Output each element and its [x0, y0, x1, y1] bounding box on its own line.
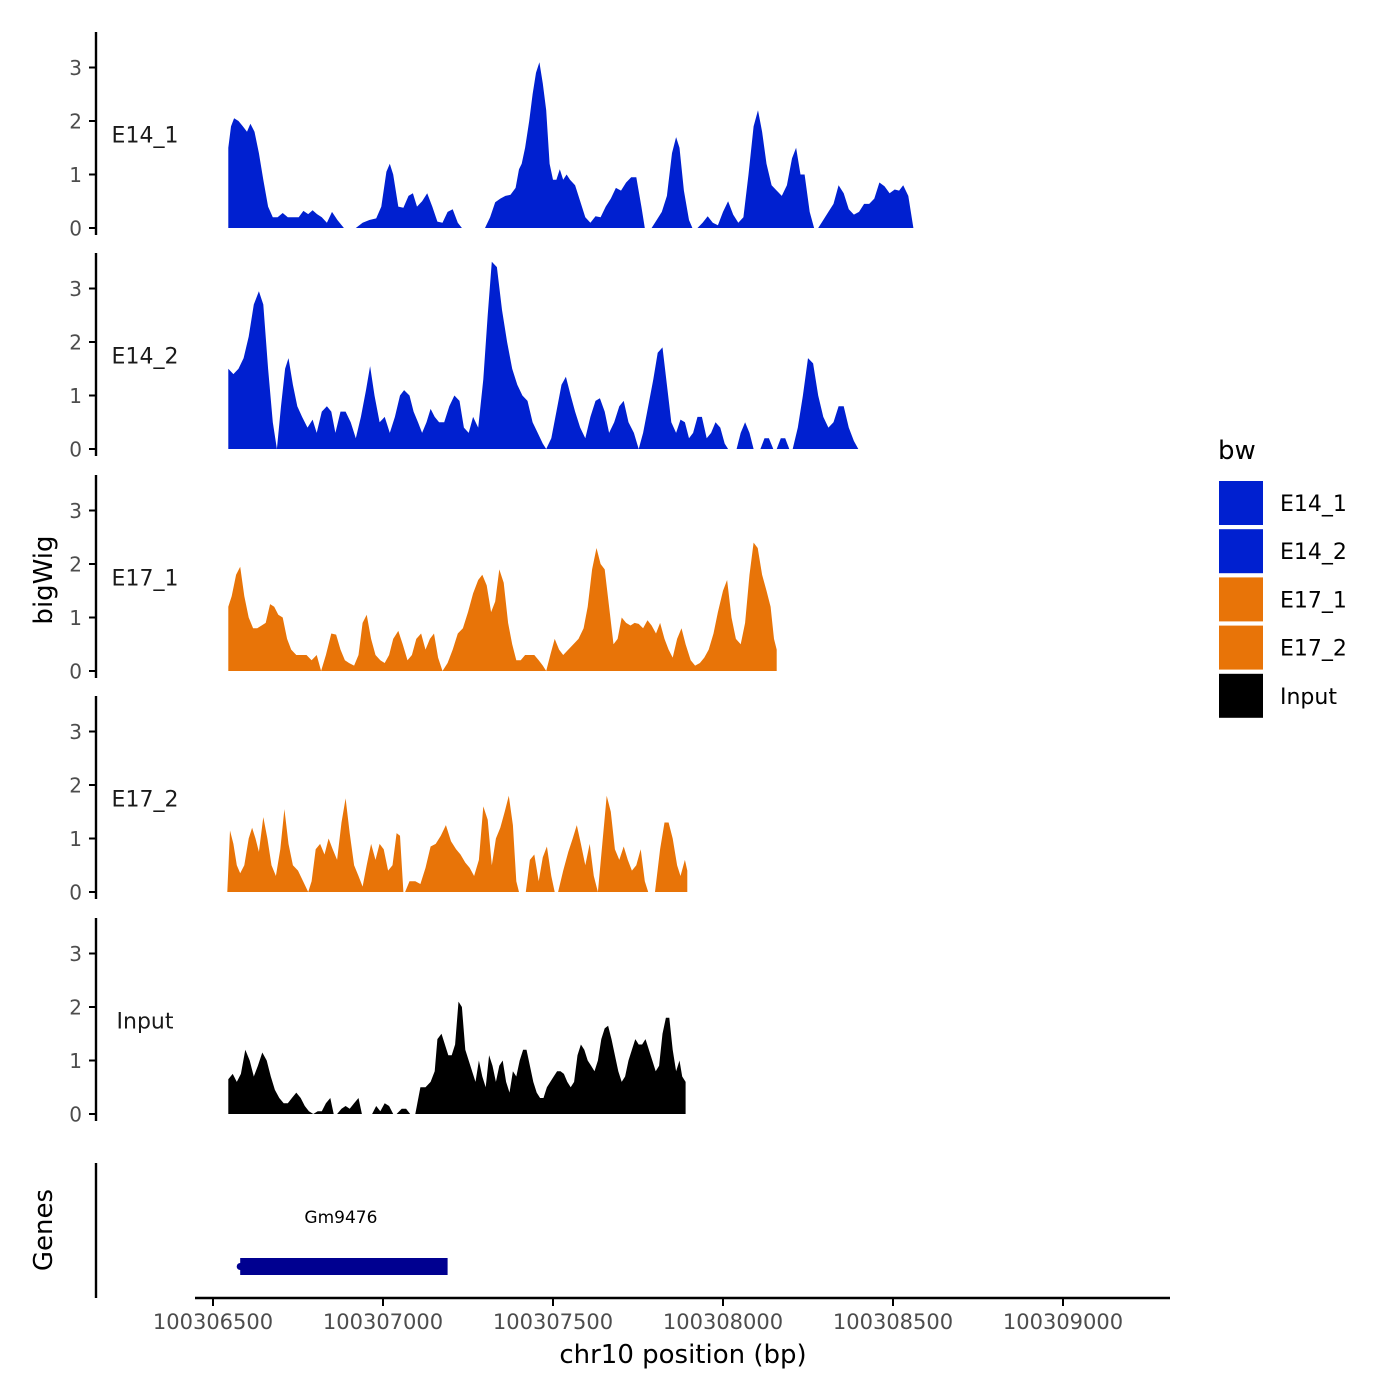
y-tick-label-E14_1-0: 0: [69, 217, 82, 241]
area-Input-0: [228, 1049, 334, 1114]
panel-E14_1: 0 1 2 3 E14_1: [69, 32, 914, 241]
legend-swatch-E14_2: [1219, 529, 1263, 574]
x-axis-label: chr10 position (bp): [559, 1340, 806, 1370]
y-tick-label-Input-1: 1: [69, 1049, 82, 1073]
legend-label-E14_2: E14_2: [1280, 540, 1347, 565]
y-tick-label-E17_2-3: 3: [69, 720, 82, 744]
y-tick-label-E17_2-1: 1: [69, 827, 82, 851]
area-Input-2: [372, 1103, 394, 1114]
area-E14_2-2: [638, 347, 729, 449]
panel-E17_1: 0 1 2 3 E17_1: [69, 475, 777, 684]
y-tick-label-E17_2-2: 2: [69, 774, 82, 798]
track-label-E14_2: E14_2: [112, 344, 179, 369]
x-tick-label-100307000: 100307000: [323, 1310, 443, 1334]
panel-E14_2: 0 1 2 3 E14_2: [69, 253, 859, 462]
area-E14_2-1: [546, 376, 639, 449]
x-tick-label-100309000: 100309000: [1003, 1310, 1123, 1334]
legend-label-E14_1: E14_1: [1280, 492, 1347, 517]
y-tick-label-E14_2-3: 3: [69, 277, 82, 301]
track-panels: 0 1 2 3 E14_1 0 1 2 3 E14_2 0 1 2 3 E17_1 0 1 2 3 E17_2 0 1 2 3…: [69, 32, 914, 1127]
track-label-E17_1: E17_1: [112, 566, 179, 591]
genes-track: Genes Gm9476: [29, 1163, 448, 1298]
legend-swatch-E17_1: [1219, 577, 1263, 622]
legend-swatch-E14_1: [1219, 481, 1263, 525]
y-tick-label-E17_1-2: 2: [69, 553, 82, 577]
y-tick-label-E17_1-3: 3: [69, 499, 82, 523]
track-label-E17_2: E17_2: [112, 787, 179, 812]
y-tick-label-E14_2-0: 0: [69, 438, 82, 462]
y-tick-label-Input-0: 0: [69, 1103, 82, 1127]
area-Input-3: [396, 1108, 411, 1114]
area-E14_2-4: [760, 438, 774, 449]
y-tick-label-E17_1-1: 1: [69, 606, 82, 630]
area-E17_2-3: [558, 795, 649, 892]
area-E17_2-0: [227, 798, 404, 892]
x-tick-label-100308500: 100308500: [833, 1310, 953, 1334]
area-E14_1-0: [228, 118, 344, 228]
panel-E17_2: 0 1 2 3 E17_2: [69, 696, 688, 905]
area-E14_1-2: [485, 62, 645, 229]
legend-label-E17_2: E17_2: [1280, 637, 1347, 662]
y-tick-label-E17_2-0: 0: [69, 881, 82, 905]
x-tick-label-100306500: 100306500: [153, 1310, 273, 1334]
area-E14_1-3: [651, 137, 693, 228]
legend-title: bw: [1218, 436, 1256, 466]
x-tick-label-100308000: 100308000: [663, 1310, 783, 1334]
legend-label-E17_1: E17_1: [1280, 588, 1347, 613]
x-tick-label-100307500: 100307500: [493, 1310, 613, 1334]
y-tick-label-E14_2-2: 2: [69, 331, 82, 355]
y-tick-label-E17_1-0: 0: [69, 660, 82, 684]
area-E14_2-3: [736, 422, 754, 449]
legend-swatch-Input: [1219, 673, 1263, 718]
area-E14_2-5: [776, 438, 790, 449]
y-tick-label-Input-3: 3: [69, 942, 82, 966]
gene-name-label: Gm9476: [304, 1208, 377, 1228]
legend-label-Input: Input: [1280, 685, 1337, 710]
x-axis: 100306500 100307000 100307500 100308000 1003…: [153, 1296, 1170, 1334]
area-Input-4: [415, 1001, 686, 1114]
area-E14_1-1: [355, 163, 462, 228]
area-E17_1-0: [228, 542, 777, 671]
panel-Input: 0 1 2 3 Input: [69, 918, 686, 1127]
track-label-Input: Input: [117, 1009, 174, 1034]
y-axis-label: bigWig: [29, 535, 59, 624]
legend: bw E14_1 E14_2 E17_1 E17_2 Input: [1218, 436, 1347, 718]
y-tick-label-E14_1-1: 1: [69, 163, 82, 187]
genes-label: Genes: [29, 1189, 59, 1271]
area-E14_1-4: [697, 110, 815, 228]
track-label-E14_1: E14_1: [112, 123, 179, 148]
area-E14_2-0: [228, 261, 547, 449]
area-E17_2-1: [405, 795, 519, 892]
y-tick-label-E14_2-1: 1: [69, 384, 82, 408]
y-tick-label-E14_1-3: 3: [69, 56, 82, 80]
legend-swatch-E17_2: [1219, 625, 1263, 670]
area-E14_2-6: [792, 358, 859, 449]
gene-start-marker: [236, 1263, 244, 1270]
area-E17_2-4: [655, 822, 688, 892]
area-E14_1-5: [818, 182, 914, 228]
y-tick-label-E14_1-2: 2: [69, 110, 82, 134]
area-E17_2-2: [525, 846, 555, 892]
gene-bar[interactable]: [240, 1258, 448, 1275]
area-Input-1: [337, 1098, 362, 1114]
y-tick-label-Input-2: 2: [69, 996, 82, 1020]
